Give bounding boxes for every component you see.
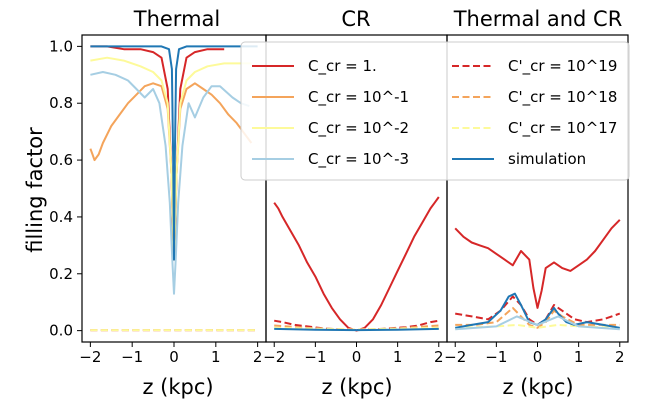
- x-tick-label: 2: [253, 348, 263, 366]
- x-tick-label: 1: [211, 348, 221, 366]
- x-tick-label: −1: [304, 348, 326, 366]
- legend-label-r-2: C'_cr = 10^17: [508, 119, 617, 138]
- panel-title-thermal: Thermal: [133, 7, 220, 31]
- panel-thermal: −2 −1 0 1 2 0.0 0.2 0.4 0.6 0.8 1.0: [49, 34, 267, 366]
- legend-left-column: C_cr = 1. C_cr = 10^-1 C_cr = 10^-2 C_cr = …: [252, 57, 409, 169]
- x-tick-label: −2: [79, 348, 101, 366]
- y-tick-label: 0.8: [49, 94, 73, 112]
- legend-label-l-3: C_cr = 10^-3: [308, 150, 409, 169]
- x-axis-label-cr: z (kpc): [321, 375, 392, 399]
- x-axis-label-thermal: z (kpc): [142, 375, 213, 399]
- series-line-sim-thermal: [90, 45, 258, 261]
- panel-title-cr: CR: [341, 7, 370, 31]
- x-tick-label: 0: [169, 348, 179, 366]
- legend-label-r-0: C'_cr = 10^19: [508, 57, 617, 76]
- legend-label-l-0: C_cr = 1.: [308, 57, 377, 76]
- series-group-thermal-and-cr: [454, 219, 621, 331]
- x-tick-label: −2: [263, 348, 285, 366]
- series-group-thermal: [89, 45, 258, 332]
- series-line-c19-thermal-and-cr: [455, 295, 621, 326]
- legend-label-l-1: C_cr = 10^-1: [308, 88, 409, 107]
- panel-thermal-and-cr: −2 −1 0 1 2: [444, 34, 629, 366]
- legend-right-column: C'_cr = 10^19 C'_cr = 10^18 C'_cr = 10^17 s…: [452, 57, 617, 168]
- series-line-c19-cr: [274, 319, 439, 332]
- series-line-ccr_1e-3-thermal-and-cr: [455, 315, 620, 331]
- series-line-ccr_1-cr: [273, 196, 440, 332]
- y-tick-label: 0.6: [49, 151, 73, 169]
- x-tick-label: 1: [574, 348, 584, 366]
- series-line-ccr_1e-3-thermal: [90, 71, 250, 295]
- x-tick-label: −2: [444, 348, 466, 366]
- legend-label-r-3: simulation: [508, 150, 586, 168]
- x-axis-label-thermal-and-cr: z (kpc): [502, 375, 573, 399]
- series-line-ccr_1-thermal-and-cr: [454, 219, 621, 309]
- y-tick-label: 1.0: [49, 37, 73, 55]
- x-tick-label: 0: [352, 348, 362, 366]
- x-tick-label: 0: [533, 348, 543, 366]
- x-tick-label: 2: [615, 348, 625, 366]
- x-tick-label: −1: [485, 348, 507, 366]
- legend-frame: [240, 41, 630, 181]
- panel-cr: −2 −1 0 1 2: [263, 34, 448, 366]
- series-line-sim-thermal-and-cr: [455, 292, 620, 329]
- legend-label-r-1: C'_cr = 10^18: [508, 88, 617, 107]
- series-line-c17-cr: [274, 326, 439, 331]
- x-tick-label: 2: [434, 348, 444, 366]
- legend: C_cr = 1. C_cr = 10^-1 C_cr = 10^-2 C_cr = …: [240, 41, 630, 181]
- legend-label-l-2: C_cr = 10^-2: [308, 119, 409, 138]
- series-line-sim-cr: [274, 327, 439, 332]
- panel-title-thermal-and-cr: Thermal and CR: [453, 7, 623, 31]
- y-axis-label: filling factor: [23, 127, 47, 253]
- x-tick-label: 1: [393, 348, 403, 366]
- x-tick-label: −1: [121, 348, 143, 366]
- y-tick-label: 0.4: [49, 208, 73, 226]
- series-group-cr: [273, 196, 440, 332]
- y-tick-label: 0.2: [49, 265, 73, 283]
- y-tick-label: 0.0: [49, 322, 73, 340]
- series-line-ccr_1-thermal: [90, 45, 225, 261]
